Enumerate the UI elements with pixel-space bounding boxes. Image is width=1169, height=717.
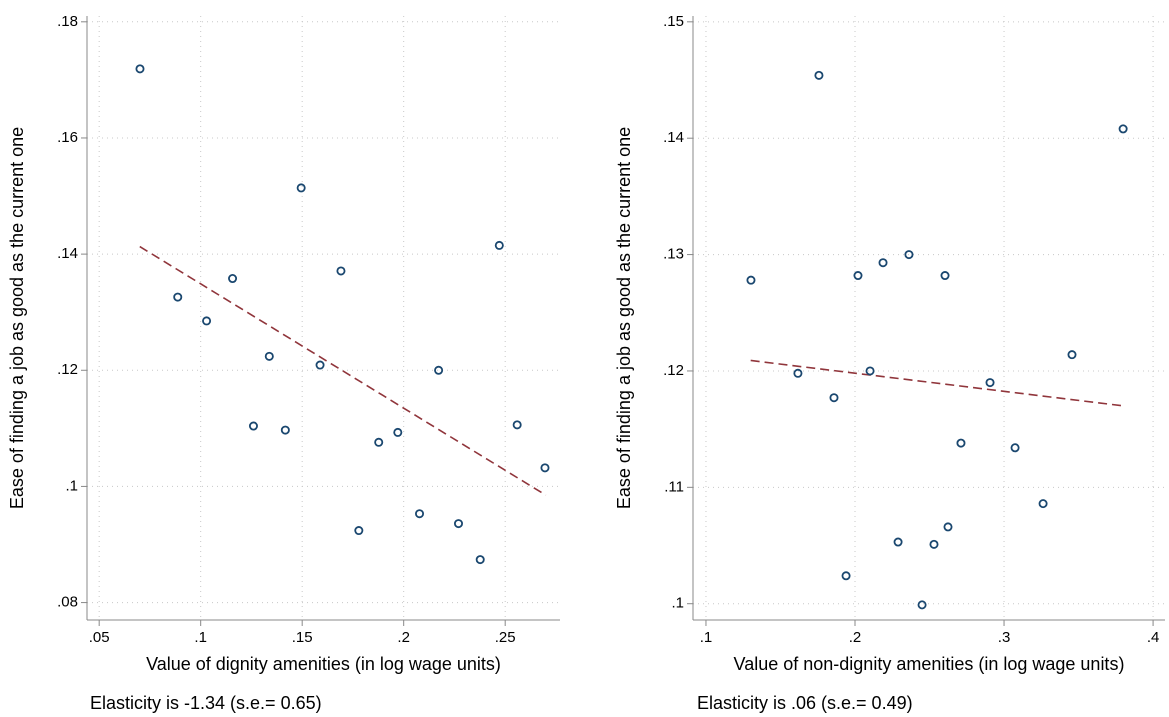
y-axis-label: Ease of finding a job as good as the cur… bbox=[614, 127, 634, 509]
point bbox=[746, 275, 756, 285]
point bbox=[985, 378, 995, 388]
x-tick-label: .1 bbox=[194, 629, 207, 646]
x-axis-label: Value of dignity amenities (in log wage … bbox=[146, 654, 501, 674]
fit-line bbox=[139, 245, 547, 496]
x-tick-label: .25 bbox=[495, 629, 516, 646]
point bbox=[315, 360, 325, 370]
point bbox=[296, 183, 306, 193]
point bbox=[893, 537, 903, 547]
point bbox=[793, 368, 803, 378]
point bbox=[248, 421, 258, 431]
y-tick-label: .08 bbox=[57, 594, 78, 611]
y-tick-label: .16 bbox=[57, 129, 78, 146]
point bbox=[841, 571, 851, 581]
point bbox=[1118, 124, 1128, 134]
point bbox=[940, 271, 950, 281]
x-tick-label: .3 bbox=[998, 629, 1011, 646]
point bbox=[878, 258, 888, 268]
point bbox=[336, 266, 346, 276]
point bbox=[173, 292, 183, 302]
point bbox=[814, 70, 824, 80]
x-tick-label: .2 bbox=[397, 629, 410, 646]
point bbox=[202, 316, 212, 326]
y-tick-label: .14 bbox=[663, 129, 684, 146]
x-tick-label: .2 bbox=[849, 629, 862, 646]
point bbox=[280, 425, 290, 435]
point bbox=[494, 240, 504, 250]
y-tick-label: .14 bbox=[57, 245, 78, 262]
point bbox=[943, 522, 953, 532]
point bbox=[865, 366, 875, 376]
fit-line bbox=[750, 359, 1124, 407]
x-axis-label: Value of non-dignity amenities (in log w… bbox=[734, 654, 1125, 674]
point bbox=[393, 427, 403, 437]
point bbox=[434, 365, 444, 375]
point bbox=[956, 438, 966, 448]
note: Elasticity is -1.34 (s.e.= 0.65) bbox=[90, 693, 322, 713]
point bbox=[540, 463, 550, 473]
point bbox=[853, 271, 863, 281]
point bbox=[415, 509, 425, 519]
y-tick-label: .13 bbox=[663, 246, 684, 263]
point bbox=[1038, 499, 1048, 509]
point bbox=[354, 526, 364, 536]
point bbox=[917, 600, 927, 610]
point bbox=[374, 437, 384, 447]
point bbox=[1010, 443, 1020, 453]
y-tick-label: .1 bbox=[65, 477, 78, 494]
point bbox=[929, 539, 939, 549]
point bbox=[829, 393, 839, 403]
y-tick-label: .11 bbox=[664, 478, 684, 495]
x-tick-label: .15 bbox=[292, 629, 313, 646]
x-tick-label: .4 bbox=[1147, 629, 1160, 646]
x-tick-label: .05 bbox=[89, 629, 110, 646]
y-tick-label: .12 bbox=[663, 362, 684, 379]
y-tick-label: .15 bbox=[663, 13, 684, 30]
y-tick-label: .12 bbox=[57, 361, 78, 378]
y-tick-label: .1 bbox=[671, 595, 684, 612]
x-tick-label: .1 bbox=[700, 629, 713, 646]
point bbox=[475, 555, 485, 565]
point bbox=[904, 250, 914, 260]
point bbox=[228, 274, 238, 284]
y-axis-label: Ease of finding a job as good as the cur… bbox=[7, 127, 27, 509]
note: Elasticity is .06 (s.e.= 0.49) bbox=[697, 693, 913, 713]
point bbox=[264, 351, 274, 361]
point bbox=[135, 64, 145, 74]
point bbox=[1067, 350, 1077, 360]
point bbox=[512, 420, 522, 430]
point bbox=[453, 519, 463, 529]
y-tick-label: .18 bbox=[57, 13, 78, 30]
